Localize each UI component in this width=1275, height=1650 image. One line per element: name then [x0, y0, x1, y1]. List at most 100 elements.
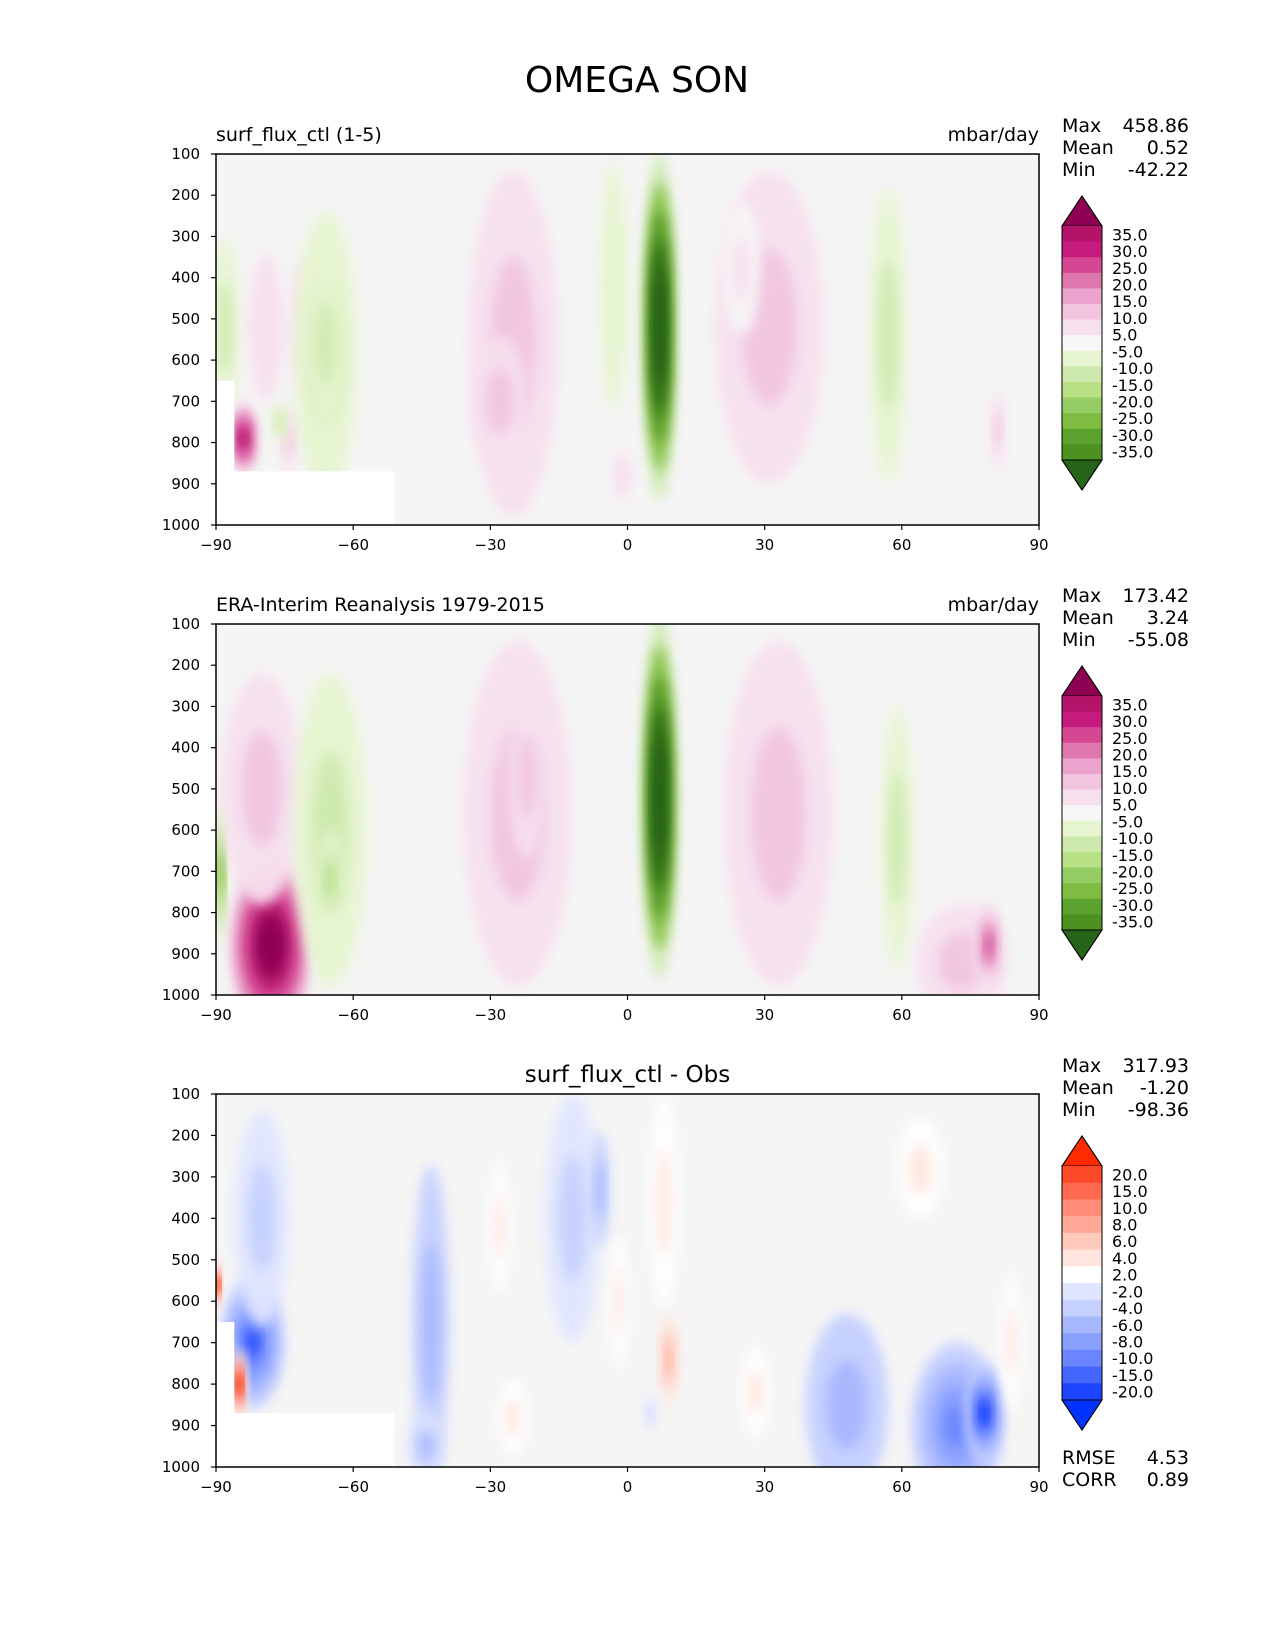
x-tick-label: −60: [337, 1478, 369, 1496]
contour-blob: [613, 450, 633, 501]
x-tick-label: 30: [755, 1006, 774, 1024]
colorbar-label: 30.0: [1112, 242, 1148, 261]
colorbar-label: -10.0: [1112, 359, 1153, 378]
colorbar-segment: [1062, 397, 1102, 414]
colorbar-extend-max: [1061, 665, 1103, 697]
y-tick-label: 400: [171, 739, 200, 757]
colorbar-label: 8.0: [1112, 1216, 1137, 1235]
contour-blob: [723, 640, 834, 987]
stat-value: 317.93: [1123, 1055, 1189, 1077]
stat-label: CORR: [1062, 1469, 1117, 1491]
colorbar-extend-max: [1061, 1135, 1103, 1167]
colorbar-label: 20.0: [1112, 1165, 1148, 1184]
y-tick-label: 800: [171, 904, 200, 922]
contour-blob: [609, 1234, 628, 1368]
colorbar-segment: [1062, 335, 1102, 352]
colorbar-label: -2.0: [1112, 1282, 1143, 1301]
x-tick-label: 60: [892, 1006, 911, 1024]
x-tick-label: −30: [475, 536, 507, 554]
y-tick-label: 1000: [162, 986, 200, 1004]
colorbar-segment: [1062, 742, 1102, 759]
colorbar-label: -30.0: [1112, 896, 1153, 915]
colorbar-label: -15.0: [1112, 376, 1153, 395]
y-tick-label: 800: [171, 1375, 200, 1393]
contour-blob: [990, 388, 1005, 472]
colorbar-segment: [1062, 696, 1102, 713]
colorbar-outline: [1061, 1135, 1103, 1431]
panel-title-left: ERA-Interim Reanalysis 1979-2015: [216, 594, 545, 616]
stat-label: Mean: [1062, 1077, 1114, 1099]
colorbar-label: -10.0: [1112, 829, 1153, 848]
x-tick-label: 0: [623, 1006, 633, 1024]
contour-blob: [408, 1413, 445, 1467]
contour-blob: [490, 1160, 509, 1293]
colorbar-label: -10.0: [1112, 1349, 1153, 1368]
stat-value: -55.08: [1128, 629, 1189, 651]
y-tick-label: 300: [171, 1168, 200, 1186]
colorbar-extend-max: [1061, 195, 1103, 227]
stat-value: 0.52: [1147, 137, 1189, 159]
colorbar-segment: [1062, 1166, 1102, 1184]
colorbar-label: 10.0: [1112, 1199, 1148, 1218]
colorbar-segment: [1062, 1333, 1102, 1351]
colorbar-label: 5.0: [1112, 796, 1137, 815]
y-tick-label: 700: [171, 392, 200, 410]
colorbar-segment: [1062, 774, 1102, 791]
y-tick-label: 500: [171, 1251, 200, 1269]
colorbar-segment: [1062, 758, 1102, 775]
contour-blob: [650, 1094, 678, 1310]
y-tick-label: 900: [171, 945, 200, 963]
contour-blob: [270, 401, 290, 443]
colorbar-segment: [1062, 836, 1102, 853]
contour-blob: [869, 186, 907, 484]
contour-blob: [412, 1164, 450, 1467]
colorbar-label: 35.0: [1112, 225, 1148, 244]
colorbar: 35.030.025.020.015.010.05.0-5.0-10.0-15.…: [1061, 195, 1153, 491]
stat-value: 458.86: [1123, 115, 1189, 137]
panel-title: surf_flux_ctl - Obs: [525, 1062, 730, 1088]
colorbar-segment: [1062, 226, 1102, 243]
colorbar-label: 5.0: [1112, 326, 1137, 345]
x-tick-label: −90: [200, 1006, 232, 1024]
y-tick-label: 200: [171, 656, 200, 674]
colorbar-segment: [1062, 288, 1102, 305]
panel-title-left: surf_flux_ctl (1-5): [216, 124, 382, 146]
colorbar-segment: [1062, 867, 1102, 884]
colorbar-label: 10.0: [1112, 309, 1148, 328]
y-tick-label: 700: [171, 862, 200, 880]
contour-blob: [216, 236, 239, 418]
contour-blob: [805, 1313, 889, 1467]
colorbar-segment: [1062, 1349, 1102, 1368]
y-tick-label: 200: [171, 186, 200, 204]
colorbar-segment: [1062, 1316, 1102, 1334]
x-tick-label: 90: [1029, 536, 1048, 554]
colorbar-segment: [1062, 820, 1102, 837]
colorbar-segment: [1062, 413, 1102, 430]
colorbar-label: 4.0: [1112, 1249, 1137, 1268]
y-tick-label: 200: [171, 1126, 200, 1144]
colorbar-segment: [1062, 1199, 1102, 1217]
colorbar-label: 20.0: [1112, 276, 1148, 295]
colorbar-outline: [1061, 665, 1103, 961]
colorbar-segment: [1062, 366, 1102, 383]
stat-value: 3.24: [1147, 607, 1189, 629]
y-tick-label: 600: [171, 821, 200, 839]
contour-blob: [229, 401, 258, 476]
stat-value: 173.42: [1123, 585, 1189, 607]
colorbar-segment: [1062, 914, 1102, 931]
x-tick-label: 60: [892, 536, 911, 554]
colorbar-extend-min: [1061, 1399, 1103, 1431]
colorbar-label: 25.0: [1112, 729, 1148, 748]
colorbar-label: 35.0: [1112, 695, 1148, 714]
colorbar-label: -15.0: [1112, 846, 1153, 865]
y-tick-label: 600: [171, 1292, 200, 1310]
contour-blob: [642, 624, 677, 979]
contour-blob: [467, 170, 559, 517]
colorbar-label: -6.0: [1112, 1316, 1143, 1335]
x-tick-label: −30: [475, 1006, 507, 1024]
colorbar-label: -15.0: [1112, 1366, 1153, 1385]
colorbar-label: 30.0: [1112, 712, 1148, 731]
colorbar-segment: [1062, 428, 1102, 445]
contour-field: [216, 154, 1005, 525]
